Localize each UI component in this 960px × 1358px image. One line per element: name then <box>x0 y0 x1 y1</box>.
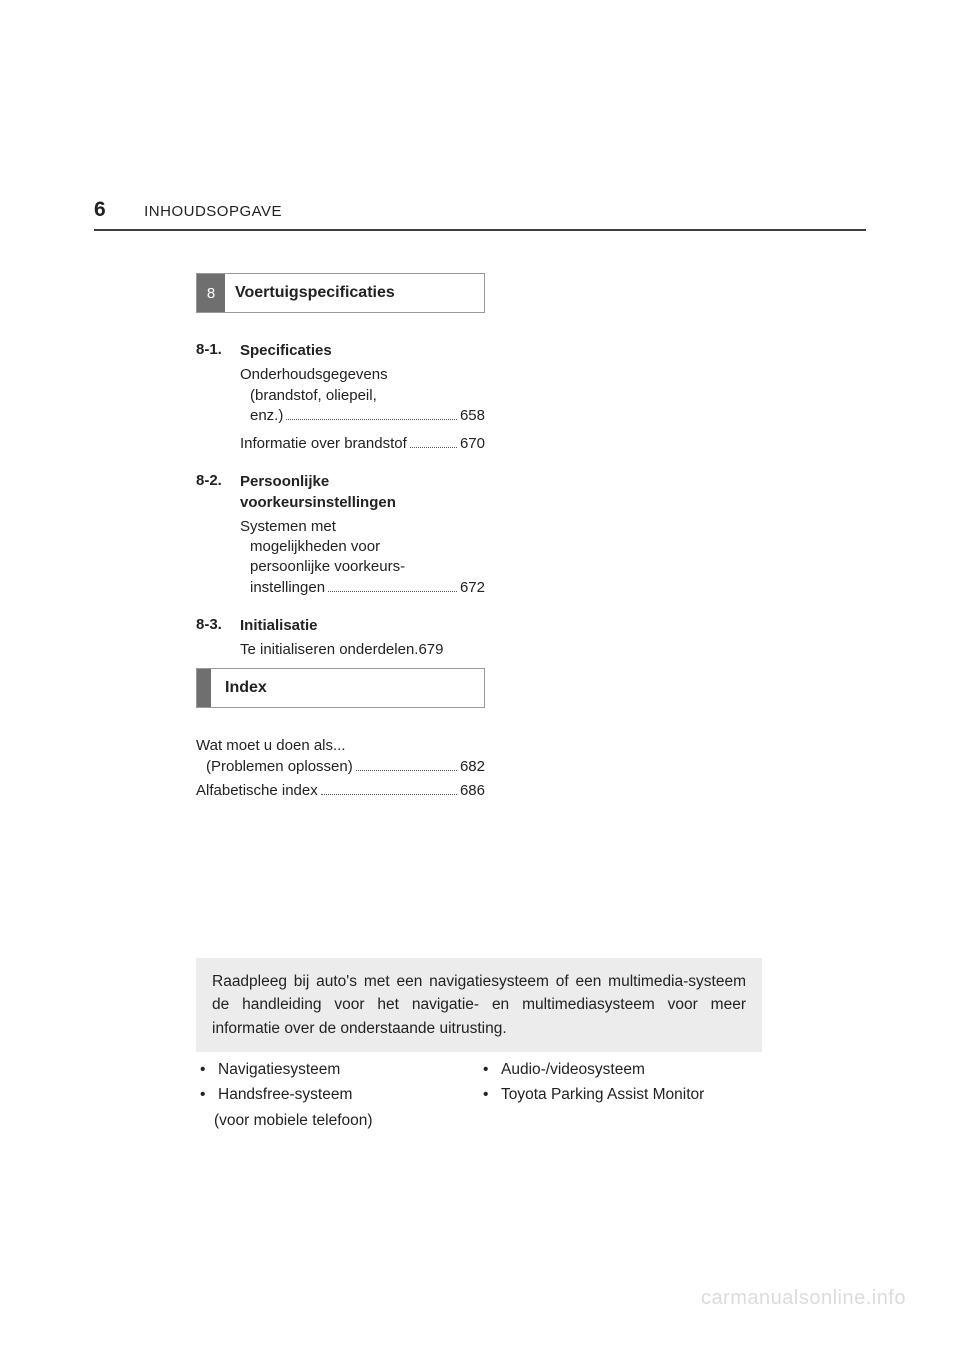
leader-dots <box>410 447 457 448</box>
subsection-number: 8-2. <box>196 472 240 513</box>
list-item-subtext: (voor mobiele telefoon) <box>214 1109 479 1132</box>
note-box: Raadpleeg bij auto's met een navigatiesy… <box>196 958 762 1052</box>
toc-entry-text: Informatie over brandstof <box>240 434 407 454</box>
index-tab: Index <box>196 668 485 708</box>
leader-dots <box>286 419 457 420</box>
equipment-column-left: • Navigatiesysteem • Handsfree-systeem (… <box>196 1058 479 1132</box>
list-item: • Navigatiesysteem <box>196 1058 479 1081</box>
toc-entry: Systemen met mogelijkheden voor persoonl… <box>240 517 485 598</box>
toc-entry-text: Alfabetische index <box>196 781 318 801</box>
page-header: 6 INHOUDSOPGAVE <box>94 198 866 222</box>
subsection-title-line: Persoonlijke <box>240 472 485 492</box>
toc-entry-page: 672 <box>460 578 485 598</box>
toc-entry-page: 686 <box>460 781 485 801</box>
toc-entry: Te initialiseren onderdelen. 679 <box>240 640 485 660</box>
leader-dots <box>321 794 457 795</box>
list-item-text: Toyota Parking Assist Monitor <box>501 1083 762 1106</box>
page-number: 6 <box>94 198 106 222</box>
list-item: • Handsfree-systeem <box>196 1083 479 1106</box>
toc-entry: Wat moet u doen als... (Problemen oploss… <box>196 736 485 777</box>
toc-entry-text: enz.) <box>250 406 283 426</box>
list-item-text: Audio-/videosysteem <box>501 1058 762 1081</box>
toc-entry-page: 682 <box>460 757 485 777</box>
bullet-icon: • <box>196 1083 218 1106</box>
toc-entry-text: Systemen met <box>240 517 485 537</box>
toc-entry-page: 658 <box>460 406 485 426</box>
toc-entry: Informatie over brandstof 670 <box>240 434 485 454</box>
subsection-title-line: voorkeursinstellingen <box>240 493 485 513</box>
header-title: INHOUDSOPGAVE <box>144 203 282 220</box>
list-item-text: Navigatiesysteem <box>218 1058 479 1081</box>
toc-entry-text: Wat moet u doen als... <box>196 736 485 756</box>
toc-entry-text: Onderhoudsgegevens <box>240 365 485 385</box>
toc-entry-text: Te initialiseren onderdelen. <box>240 640 418 660</box>
toc-entry-text: (Problemen oplossen) <box>206 757 353 777</box>
toc-entry-text: mogelijkheden voor <box>240 537 485 557</box>
subsection-title: Specificaties <box>240 341 485 361</box>
toc-entry-text: (brandstof, oliepeil, <box>240 386 485 406</box>
list-item-text: Handsfree-systeem <box>218 1083 479 1106</box>
toc-entry-text: instellingen <box>250 578 325 598</box>
toc-entry: Onderhoudsgegevens (brandstof, oliepeil,… <box>240 365 485 426</box>
header-rule <box>94 229 866 231</box>
leader-dots <box>328 591 457 592</box>
leader-dots <box>356 770 457 771</box>
subsection-number: 8-3. <box>196 616 240 636</box>
toc-entry-page: 679 <box>418 640 443 660</box>
bullet-icon: • <box>196 1058 218 1081</box>
subsection-title: Persoonlijke voorkeursinstellingen <box>240 472 485 513</box>
equipment-list: • Navigatiesysteem • Handsfree-systeem (… <box>196 1058 762 1132</box>
equipment-column-right: • Audio-/videosysteem • Toyota Parking A… <box>479 1058 762 1132</box>
index-tab-stub <box>197 669 211 707</box>
note-text: Raadpleeg bij auto's met een navigatiesy… <box>212 973 746 1037</box>
subsection-8-3-heading: 8-3. Initialisatie <box>196 616 485 636</box>
section-tab-title: Voertuigspecificaties <box>225 284 484 302</box>
bullet-icon: • <box>479 1058 501 1081</box>
toc-entry: Alfabetische index 686 <box>196 781 485 801</box>
subsection-title: Initialisatie <box>240 616 485 636</box>
index-tab-title: Index <box>211 679 484 697</box>
list-item: • Audio-/videosysteem <box>479 1058 762 1081</box>
section-tab-8: 8 Voertuigspecificaties <box>196 273 485 313</box>
toc-column: 8 Voertuigspecificaties 8-1. Specificati… <box>196 273 485 805</box>
toc-entry-text: persoonlijke voorkeurs- <box>240 557 485 577</box>
subsection-8-1-heading: 8-1. Specificaties <box>196 341 485 361</box>
watermark: carmanualsonline.info <box>701 1287 906 1310</box>
page: 6 INHOUDSOPGAVE 8 Voertuigspecificaties … <box>0 0 960 1358</box>
subsection-8-2-heading: 8-2. Persoonlijke voorkeursinstellingen <box>196 472 485 513</box>
bullet-icon: • <box>479 1083 501 1106</box>
section-tab-number: 8 <box>197 274 225 312</box>
subsection-number: 8-1. <box>196 341 240 361</box>
toc-entry-page: 670 <box>460 434 485 454</box>
list-item: • Toyota Parking Assist Monitor <box>479 1083 762 1106</box>
